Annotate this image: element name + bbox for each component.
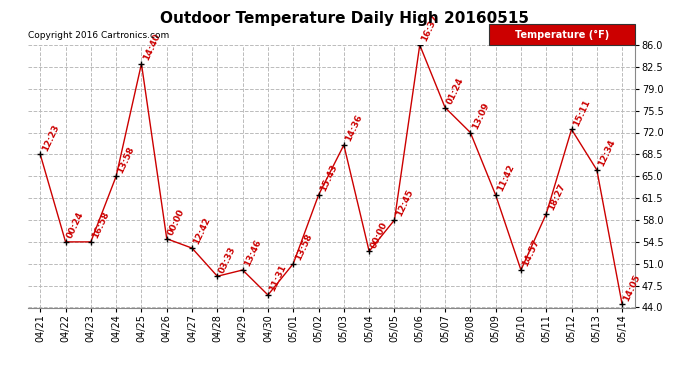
Text: 12:42: 12:42 <box>192 216 213 246</box>
Text: 14:05: 14:05 <box>622 273 642 303</box>
Text: 15:11: 15:11 <box>571 98 592 128</box>
Bar <box>489 24 635 45</box>
Text: Temperature (°F): Temperature (°F) <box>515 30 609 39</box>
Text: 15:43: 15:43 <box>319 163 339 193</box>
Text: 00:24: 00:24 <box>66 210 86 240</box>
Text: 12:34: 12:34 <box>597 138 617 168</box>
Text: 00:00: 00:00 <box>369 220 389 249</box>
Text: 14:57: 14:57 <box>521 238 542 268</box>
Text: 12:45: 12:45 <box>395 188 415 218</box>
Text: 18:27: 18:27 <box>546 182 566 212</box>
Text: 13:09: 13:09 <box>471 101 491 130</box>
Text: 01:24: 01:24 <box>445 76 465 106</box>
Text: 13:46: 13:46 <box>243 238 263 268</box>
Text: 16:37: 16:37 <box>420 13 440 43</box>
Text: 03:33: 03:33 <box>217 245 237 274</box>
Text: Outdoor Temperature Daily High 20160515: Outdoor Temperature Daily High 20160515 <box>161 11 529 26</box>
Text: 13:58: 13:58 <box>116 145 137 174</box>
Text: 16:58: 16:58 <box>91 210 111 240</box>
Text: 14:36: 14:36 <box>344 113 364 143</box>
Text: 11:31: 11:31 <box>268 263 288 293</box>
Text: 13:58: 13:58 <box>293 232 313 262</box>
Text: Copyright 2016 Cartronics.com: Copyright 2016 Cartronics.com <box>28 31 169 40</box>
Text: 14:40: 14:40 <box>141 32 161 62</box>
Text: 00:00: 00:00 <box>167 208 187 237</box>
Text: 12:23: 12:23 <box>40 123 61 153</box>
Text: 11:42: 11:42 <box>495 163 516 193</box>
